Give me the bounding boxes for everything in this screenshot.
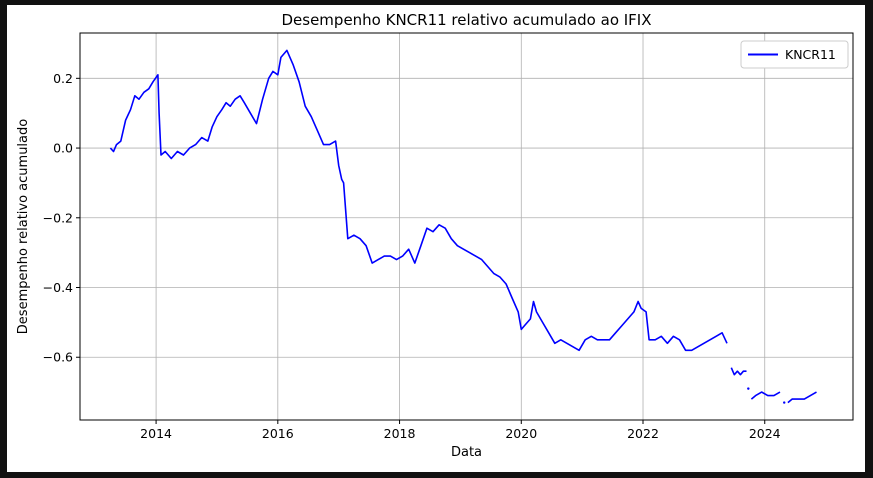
series-line-segment bbox=[750, 391, 781, 400]
chart-title: Desempenho KNCR11 relativo acumulado ao … bbox=[281, 11, 651, 29]
legend: KNCR11 bbox=[740, 40, 849, 69]
grid bbox=[80, 33, 853, 420]
x-tick-label: 2022 bbox=[627, 426, 659, 441]
series-line-segment bbox=[787, 391, 817, 404]
legend-box bbox=[740, 40, 849, 69]
chart-figure: 2014 2016 2018 2020 2022 2024 0.2 0.0 −0.2 −0.4 −0… bbox=[7, 5, 865, 472]
series-line-segment bbox=[109, 49, 728, 352]
y-tick-label: 0.0 bbox=[53, 141, 73, 156]
y-tick-label: −0.4 bbox=[43, 280, 73, 295]
series-point bbox=[747, 387, 750, 390]
x-tick-label: 2014 bbox=[140, 426, 172, 441]
series-line-segment bbox=[730, 367, 747, 376]
y-axis-label: Desempenho relativo acumulado bbox=[16, 119, 31, 334]
x-axis-label: Data bbox=[451, 445, 482, 460]
y-tick-label: −0.6 bbox=[43, 350, 73, 365]
x-tick-label: 2020 bbox=[505, 426, 537, 441]
y-tick-label: 0.2 bbox=[53, 71, 73, 86]
legend-label-kncr11: KNCR11 bbox=[785, 47, 836, 62]
axis-ticks: 2014 2016 2018 2020 2022 2024 0.2 0.0 −0.2 −0.4 −0… bbox=[43, 71, 781, 441]
series-layer bbox=[109, 49, 817, 404]
plot-area-frame bbox=[79, 32, 854, 421]
series-point bbox=[783, 401, 786, 404]
x-tick-label: 2016 bbox=[262, 426, 294, 441]
x-tick-label: 2024 bbox=[749, 426, 781, 441]
y-tick-label: −0.2 bbox=[43, 210, 73, 225]
x-tick-label: 2018 bbox=[384, 426, 416, 441]
line-chart: 2014 2016 2018 2020 2022 2024 0.2 0.0 −0.2 −0.4 −0… bbox=[16, 11, 854, 460]
